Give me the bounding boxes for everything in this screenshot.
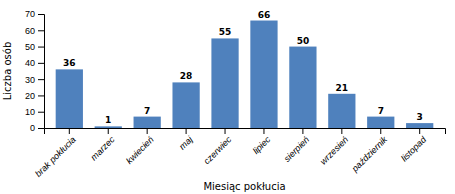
bar xyxy=(211,38,238,128)
x-tick: sierpień xyxy=(282,128,311,164)
data-label: 66 xyxy=(258,10,271,20)
tick-label: 50 xyxy=(25,42,35,52)
bar xyxy=(406,123,433,128)
tick-label: 10 xyxy=(25,107,35,117)
x-axis-title: Miesiąc pokłucia xyxy=(203,181,285,192)
y-axis: 0 10 20 30 40 50 60 70 xyxy=(25,9,45,133)
tick-mark xyxy=(147,128,148,134)
tick-label: listopad xyxy=(399,134,429,164)
data-label: 36 xyxy=(63,58,76,68)
x-tick: październik xyxy=(349,128,389,174)
tick-mark xyxy=(225,128,226,134)
x-tick: czerwiec xyxy=(202,128,234,166)
tick-mark xyxy=(38,95,44,96)
bar xyxy=(56,69,83,128)
tick-mark xyxy=(38,128,44,129)
data-label: 7 xyxy=(144,106,150,116)
data-label: 7 xyxy=(378,106,384,116)
y-axis-title: Liczba osób xyxy=(2,42,13,101)
bar xyxy=(250,21,277,128)
x-tick: kwiecień xyxy=(124,128,155,166)
tick-label: 20 xyxy=(25,91,35,101)
tick-label: czerwiec xyxy=(202,134,234,166)
y-tick: 0 xyxy=(30,123,44,133)
axis-line xyxy=(38,15,45,129)
bars xyxy=(56,21,434,128)
bar xyxy=(289,47,316,128)
y-tick: 40 xyxy=(25,58,44,68)
y-tick: 70 xyxy=(25,9,44,19)
data-label: 21 xyxy=(336,83,349,93)
y-tick: 10 xyxy=(25,107,44,117)
x-tick: wrzesień xyxy=(318,128,350,167)
bar xyxy=(95,126,122,128)
x-tick: lipiec xyxy=(251,128,273,156)
tick-mark xyxy=(38,14,44,15)
tick-mark xyxy=(380,128,381,134)
tick-label: sierpień xyxy=(282,134,311,163)
tick-label: lipiec xyxy=(251,134,273,156)
axis-line xyxy=(45,129,446,135)
tick-mark xyxy=(108,128,109,134)
data-label: 28 xyxy=(180,71,193,81)
tick-label: 70 xyxy=(25,9,35,19)
bar xyxy=(367,117,394,128)
chart-svg: 0 10 20 30 40 50 60 70 brak pokłucia marzeckwieci… xyxy=(0,0,455,194)
tick-mark xyxy=(186,128,187,134)
data-labels: 36 1 7 28 55 66 50 21 7 3 xyxy=(63,10,423,126)
tick-label: 30 xyxy=(25,75,35,85)
tick-label: kwiecień xyxy=(124,134,155,165)
tick-label: brak pokłucia xyxy=(33,134,78,179)
y-tick: 20 xyxy=(25,91,44,101)
y-tick: 30 xyxy=(25,75,44,85)
y-tick: 60 xyxy=(25,26,44,36)
bar xyxy=(328,94,355,128)
tick-mark xyxy=(38,30,44,31)
tick-label: 40 xyxy=(25,58,35,68)
tick-mark xyxy=(38,112,44,113)
tick-label: 0 xyxy=(30,123,35,133)
tick-mark xyxy=(341,128,342,134)
tick-mark xyxy=(38,79,44,80)
tick-label: 60 xyxy=(25,26,35,36)
tick-mark xyxy=(38,47,44,48)
tick-label: wrzesień xyxy=(318,134,350,166)
x-tick: brak pokłucia xyxy=(33,128,78,179)
tick-label: marzec xyxy=(89,134,117,162)
x-tick: marzec xyxy=(89,128,117,162)
tick-mark xyxy=(419,128,420,134)
chart-container: 0 10 20 30 40 50 60 70 brak pokłucia marzeckwieci… xyxy=(0,0,455,194)
tick-mark xyxy=(263,128,264,134)
data-label: 50 xyxy=(297,36,310,46)
bar xyxy=(172,82,199,128)
data-label: 3 xyxy=(417,112,423,122)
data-label: 1 xyxy=(105,115,111,125)
x-axis: brak pokłucia marzeckwiecień maj czerwiec li… xyxy=(33,128,445,179)
tick-label: październik xyxy=(349,134,389,174)
plot-area: 0 10 20 30 40 50 60 70 brak pokłucia marzeckwieci… xyxy=(25,9,446,179)
x-tick: maj xyxy=(177,128,195,152)
bar xyxy=(134,117,161,128)
tick-mark xyxy=(302,128,303,134)
tick-mark xyxy=(69,128,70,134)
tick-mark xyxy=(38,63,44,64)
x-tick: listopad xyxy=(399,128,429,163)
data-label: 55 xyxy=(219,27,232,37)
tick-label: maj xyxy=(177,134,195,152)
y-tick: 50 xyxy=(25,42,44,52)
